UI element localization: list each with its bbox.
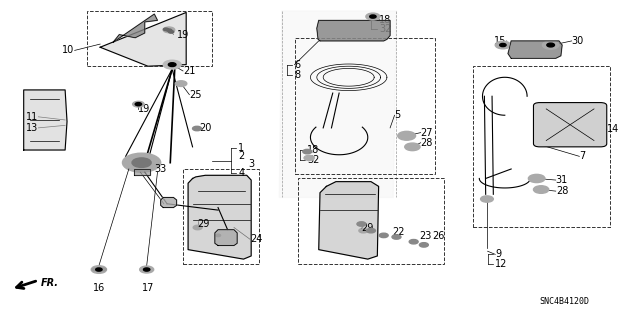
Circle shape [175, 81, 187, 86]
Text: 12: 12 [495, 259, 508, 269]
Text: 29: 29 [198, 219, 210, 229]
Circle shape [132, 101, 144, 107]
Text: 7: 7 [579, 151, 586, 161]
Circle shape [163, 28, 168, 31]
Circle shape [163, 27, 175, 33]
Circle shape [542, 41, 559, 49]
Text: 14: 14 [607, 124, 619, 135]
Polygon shape [279, 11, 396, 197]
Circle shape [193, 126, 202, 131]
Polygon shape [317, 20, 390, 41]
Circle shape [529, 174, 545, 182]
Text: 23: 23 [419, 231, 431, 241]
Circle shape [140, 266, 154, 273]
Circle shape [304, 155, 314, 160]
Polygon shape [508, 41, 562, 58]
Text: 4: 4 [239, 168, 244, 178]
Text: 8: 8 [294, 70, 301, 80]
Circle shape [495, 41, 511, 49]
Circle shape [122, 153, 161, 172]
Circle shape [392, 235, 401, 239]
Circle shape [216, 234, 221, 237]
Circle shape [500, 43, 506, 47]
Polygon shape [134, 169, 150, 175]
Text: 20: 20 [199, 123, 211, 133]
Text: 9: 9 [495, 249, 501, 259]
Circle shape [96, 268, 102, 271]
Text: 15: 15 [494, 36, 507, 46]
Circle shape [143, 268, 150, 271]
Text: 31: 31 [556, 175, 568, 185]
Circle shape [193, 225, 202, 230]
Polygon shape [319, 182, 379, 259]
Circle shape [409, 240, 418, 244]
Text: 11: 11 [26, 112, 38, 122]
Polygon shape [92, 268, 106, 271]
Circle shape [166, 29, 172, 32]
Text: 33: 33 [154, 164, 166, 174]
Text: 27: 27 [420, 128, 433, 137]
Text: 3: 3 [248, 159, 255, 169]
Text: 29: 29 [362, 223, 374, 234]
Circle shape [303, 149, 312, 154]
Bar [298, 178, 444, 264]
Circle shape [135, 103, 141, 106]
Text: 32: 32 [307, 154, 319, 165]
Bar [473, 66, 610, 227]
Circle shape [534, 186, 548, 193]
Text: 24: 24 [250, 234, 262, 244]
Circle shape [481, 196, 493, 202]
Bar [88, 11, 212, 66]
Circle shape [370, 15, 376, 18]
Circle shape [366, 13, 380, 20]
Polygon shape [215, 230, 237, 246]
Bar [294, 38, 435, 174]
Text: 17: 17 [142, 283, 154, 293]
Circle shape [419, 243, 428, 247]
Text: FR.: FR. [41, 278, 59, 288]
Text: 18: 18 [380, 15, 392, 25]
Circle shape [132, 158, 151, 167]
Polygon shape [188, 175, 251, 259]
Circle shape [357, 222, 366, 226]
Polygon shape [100, 12, 186, 66]
Bar [183, 169, 259, 264]
Text: 18: 18 [307, 145, 319, 155]
Text: 2: 2 [239, 151, 244, 161]
FancyBboxPatch shape [534, 103, 607, 147]
Circle shape [92, 266, 106, 273]
Text: 10: 10 [63, 45, 75, 56]
Circle shape [404, 143, 420, 151]
Circle shape [168, 63, 176, 67]
Circle shape [367, 228, 376, 233]
Text: 28: 28 [556, 186, 568, 196]
Text: 26: 26 [432, 231, 445, 241]
Polygon shape [24, 90, 67, 150]
Text: 19: 19 [138, 104, 150, 114]
Text: 6: 6 [294, 60, 301, 70]
Text: 30: 30 [572, 36, 584, 46]
Text: 25: 25 [189, 90, 202, 100]
Text: 21: 21 [183, 66, 195, 76]
Text: SNC4B4120D: SNC4B4120D [540, 297, 590, 306]
Circle shape [547, 43, 554, 47]
Text: 5: 5 [394, 110, 401, 120]
Text: 32: 32 [380, 24, 392, 34]
Polygon shape [161, 197, 177, 208]
Circle shape [380, 233, 388, 238]
Text: 13: 13 [26, 123, 38, 133]
Circle shape [168, 31, 173, 33]
Circle shape [163, 60, 181, 69]
Circle shape [359, 228, 368, 233]
Text: 19: 19 [177, 30, 189, 40]
Polygon shape [113, 14, 157, 42]
Text: 28: 28 [420, 138, 433, 148]
Text: 22: 22 [392, 226, 404, 237]
Text: 16: 16 [93, 283, 105, 293]
Text: 1: 1 [239, 144, 244, 153]
Circle shape [397, 131, 415, 140]
